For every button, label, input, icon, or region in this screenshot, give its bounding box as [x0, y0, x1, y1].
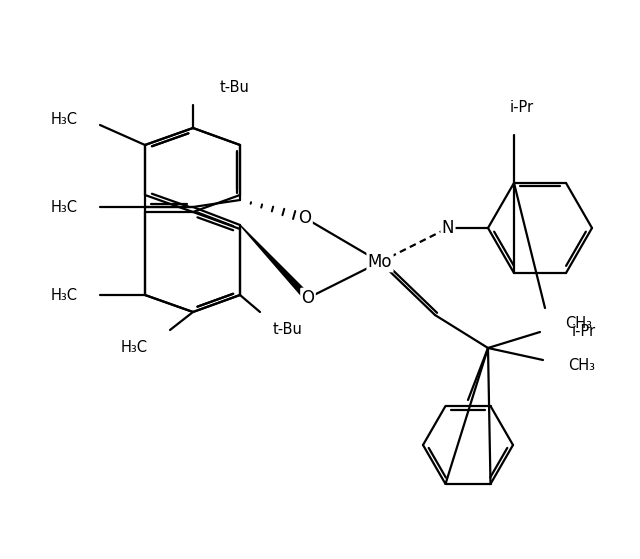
Text: i-Pr: i-Pr: [510, 101, 534, 116]
Text: CH₃: CH₃: [565, 315, 592, 330]
Text: t-Bu: t-Bu: [220, 80, 250, 96]
Text: H₃C: H₃C: [51, 287, 78, 302]
Text: CH₃: CH₃: [568, 358, 595, 372]
Text: Mo: Mo: [368, 253, 392, 271]
Text: H₃C: H₃C: [51, 112, 78, 127]
Text: N: N: [442, 219, 454, 237]
Text: H₃C: H₃C: [51, 200, 78, 215]
Text: i-Pr: i-Pr: [572, 325, 596, 339]
Text: t-Bu: t-Bu: [273, 323, 303, 338]
Text: H₃C: H₃C: [121, 340, 148, 356]
Text: O: O: [298, 209, 312, 227]
Polygon shape: [240, 225, 310, 300]
Text: O: O: [301, 289, 314, 307]
